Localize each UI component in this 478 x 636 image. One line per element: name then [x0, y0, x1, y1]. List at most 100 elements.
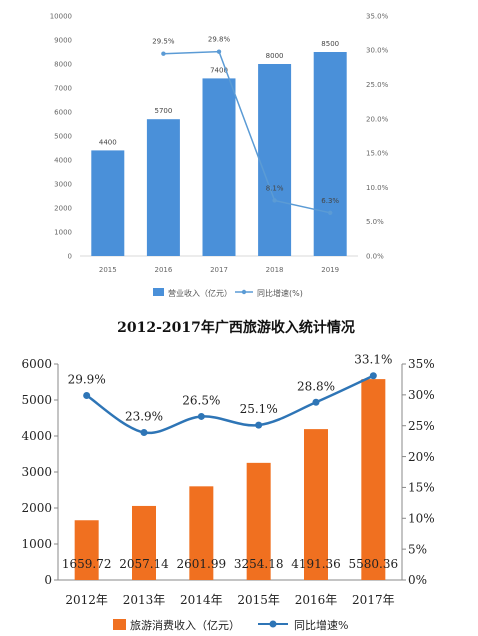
c1-growth-label: 8.1%: [266, 184, 284, 192]
c1-growth-series: 29.5% 29.8% 8.1% 6.3%: [152, 36, 339, 215]
c1-growth-label: 6.3%: [321, 197, 339, 205]
c1-right-tick-label: 35.0%: [366, 12, 389, 20]
c1-x-tick-label: 2016: [154, 266, 172, 274]
c2-x-tick-label: 2017年: [352, 593, 395, 607]
c2-right-tick-label: 30%: [408, 388, 435, 402]
c1-bar-value-label: 8500: [321, 40, 339, 48]
c2-bar-value-label: 4191.36: [291, 557, 341, 571]
c2-bar: [74, 520, 99, 580]
c2-legend: 旅游消费收入（亿元） 同比增速%: [113, 618, 348, 632]
c2-growth-point: [312, 398, 320, 406]
c2-x-tick-label: 2012年: [65, 593, 108, 607]
c2-right-tick-label: 20%: [408, 450, 435, 464]
c2-right-tick-label: 5%: [408, 542, 427, 556]
c1-left-tick-label: 6000: [54, 108, 72, 116]
c2-right-tick-label: 10%: [408, 511, 435, 525]
c1-left-tick-label: 9000: [54, 36, 72, 44]
c2-left-tick-label: 4000: [21, 429, 52, 443]
c2-bar-value-label: 1659.72: [62, 557, 112, 571]
c1-left-tick-label: 10000: [50, 12, 72, 20]
c2-right-tick-label: 25%: [408, 419, 435, 433]
c2-x-tick-label: 2016年: [295, 593, 338, 607]
c1-legend-bar-label: 营业收入（亿元）: [168, 288, 232, 298]
c2-growth-label: 33.1%: [354, 353, 392, 367]
c2-right-tick-label: 0%: [408, 573, 427, 587]
c1-left-axis: 0 1000 2000 3000 4000 5000 6000 7000 8000 9000 100…: [50, 12, 72, 260]
c2-legend-line-label: 同比增速%: [294, 618, 348, 632]
c1-legend-line-marker: [241, 289, 247, 295]
c2-left-tick-label: 6000: [21, 357, 52, 371]
c2-bar-labels: 1659.72 2057.14 2601.99 3254.18 4191.36 5580.…: [62, 557, 398, 571]
c2-x-tick-label: 2014年: [180, 593, 223, 607]
c2-growth-point: [369, 372, 377, 380]
c1-left-tick-label: 2000: [54, 204, 72, 212]
c1-legend: 营业收入（亿元） 同比增速(%): [153, 288, 303, 298]
c1-growth-point: [216, 49, 222, 54]
c2-x-tick-label: 2013年: [123, 593, 166, 607]
c1-bar: [91, 150, 125, 256]
c1-right-axis: 0.0% 5.0% 10.0% 15.0% 20.0% 25.0% 30.0% 35.0%: [366, 12, 389, 260]
c1-left-tick-label: 1000: [54, 228, 72, 236]
c2-bar: [246, 462, 271, 580]
c2-legend-bar-swatch: [113, 619, 126, 630]
c2-right-tick-label: 35%: [408, 357, 435, 371]
c1-left-tick-label: 8000: [54, 60, 72, 68]
c1-left-tick-label: 7000: [54, 84, 72, 92]
c1-x-tick-label: 2015: [99, 266, 117, 274]
c2-growth-point: [255, 421, 263, 429]
c1-bar: [258, 64, 292, 256]
c1-right-tick-label: 20.0%: [366, 115, 389, 123]
c2-growth-series: 29.9% 23.9% 26.5% 25.1% 28.8% 33.1%: [68, 353, 392, 437]
c2-x-tick-label: 2015年: [237, 593, 280, 607]
c2-growth-point: [140, 429, 148, 437]
c1-bar-value-label: 4400: [99, 138, 117, 146]
c1-growth-line: [163, 50, 331, 214]
c1-bar: [146, 119, 180, 256]
c1-growth-label: 29.8%: [208, 36, 231, 44]
c1-left-tick-label: 5000: [54, 132, 72, 140]
c2-title: 2012-2017年广西旅游收入统计情况: [117, 319, 355, 336]
c2-bar: [189, 486, 214, 580]
c2-growth-point: [197, 412, 205, 420]
c1-bar-value-label: 5700: [154, 107, 172, 115]
c1-bar-labels: 4400 5700 7400 8000 8500: [99, 40, 339, 146]
c1-bar: [313, 52, 347, 256]
c1-growth-label: 29.5%: [152, 38, 175, 46]
c1-right-tick-label: 25.0%: [366, 81, 389, 89]
c1-legend-line-label: 同比增速(%): [257, 288, 303, 298]
c2-legend-bar-label: 旅游消费收入（亿元）: [130, 618, 240, 632]
c2-left-tick-label: 5000: [21, 393, 52, 407]
c2-left-tick-label: 1000: [21, 537, 52, 551]
c1-right-tick-label: 10.0%: [366, 184, 389, 192]
c1-x-tick-label: 2017: [210, 266, 228, 274]
c2-left-tick-label: 0: [44, 573, 52, 587]
c1-left-tick-label: 4000: [54, 156, 72, 164]
c1-left-tick-label: 3000: [54, 180, 72, 188]
c2-bar: [132, 505, 156, 580]
c2-legend-line-marker: [269, 620, 277, 628]
c1-bars: [91, 52, 347, 257]
c1-legend-bar-swatch: [153, 288, 164, 296]
c2-growth-point: [83, 391, 91, 399]
c2-growth-label: 23.9%: [125, 410, 163, 424]
c1-bar: [202, 78, 236, 257]
c2-left-tick-label: 3000: [21, 465, 52, 479]
c1-x-tick-label: 2018: [266, 266, 284, 274]
c1-bar-value-label: 8000: [266, 52, 284, 60]
c2-x-axis: 2012年 2013年 2014年 2015年 2016年 2017年: [65, 593, 394, 607]
c1-left-tick-label: 0: [68, 252, 72, 260]
c2-growth-label: 25.1%: [240, 402, 278, 416]
c2-bar: [304, 429, 328, 580]
c2-left-tick-label: 2000: [21, 501, 52, 515]
c2-growth-label: 26.5%: [182, 393, 220, 407]
c2-bar-value-label: 5580.36: [349, 557, 399, 571]
c2-growth-label: 29.9%: [68, 372, 106, 386]
c1-growth-point: [272, 198, 277, 203]
c2-left-axis: 0 1000 2000 3000 4000 5000 6000: [21, 357, 58, 587]
c1-growth-point: [161, 51, 166, 56]
c1-x-axis: 2015 2016 2017 2018 2019: [99, 266, 339, 274]
c2-right-axis: 0% 5% 10% 15% 20% 25% 30% 35%: [402, 357, 435, 587]
c1-right-tick-label: 5.0%: [366, 218, 384, 226]
c2-bar-value-label: 2601.99: [177, 557, 227, 571]
